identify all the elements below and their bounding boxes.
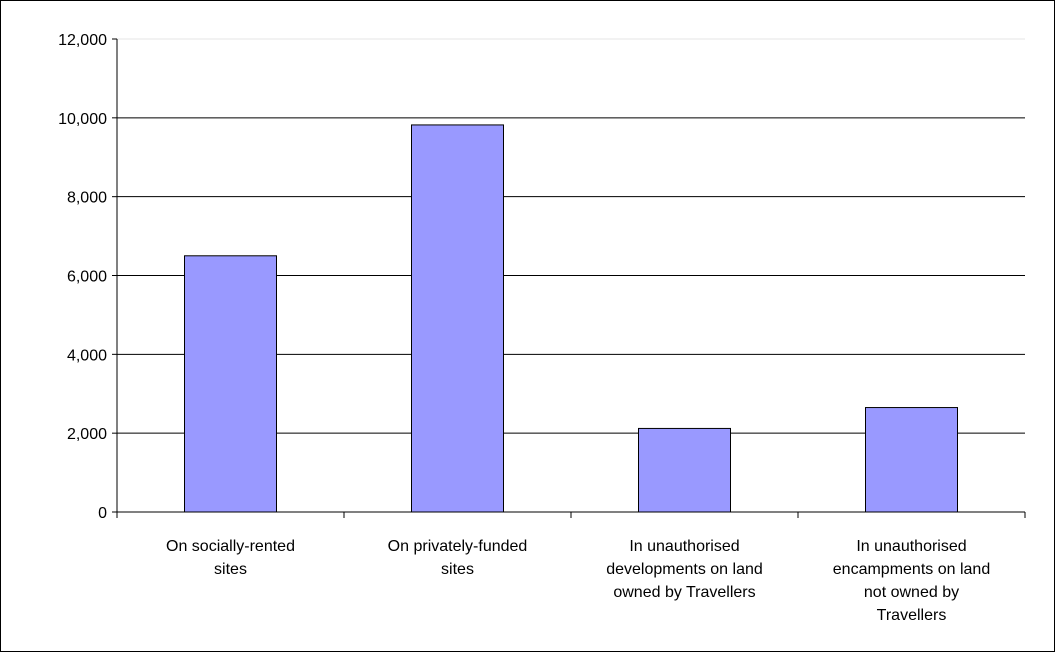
x-category-label: In unauthorised encampments on land not ow… (833, 538, 990, 624)
x-category-label-line: On socially-rented (166, 538, 295, 555)
x-category-label-line: sites (441, 561, 474, 578)
x-category-label: In unauthorised developments on land owned… (606, 538, 763, 601)
y-tick-label: 4,000 (67, 347, 107, 364)
y-tick-label: 12,000 (58, 32, 107, 49)
bar (638, 427, 731, 513)
bar (411, 124, 504, 513)
x-category-label-line: In unauthorised (856, 538, 966, 555)
y-tick-label: 2,000 (67, 426, 107, 443)
bars (184, 124, 958, 513)
x-category-label-line: owned by Travellers (613, 584, 755, 601)
x-category-label-line: sites (214, 561, 247, 578)
y-tick-labels: 0 2,000 4,000 6,000 8,000 10,000 12,000 (58, 32, 107, 522)
y-tick-label: 0 (98, 505, 107, 522)
y-tick-label: 6,000 (67, 269, 107, 286)
bar (865, 407, 958, 513)
x-category-label-line: encampments on land (833, 561, 990, 578)
x-category-label: On privately-funded sites (388, 538, 528, 578)
axes (112, 38, 1026, 518)
x-category-label-line: On privately-funded (388, 538, 528, 555)
y-tick-label: 10,000 (58, 111, 107, 128)
x-category-label-line: developments on land (606, 561, 763, 578)
y-tick-label: 8,000 (67, 190, 107, 207)
bar (184, 255, 277, 513)
x-category-label-line: not owned by (864, 584, 959, 601)
x-category-label-line: In unauthorised (629, 538, 739, 555)
x-category-label: On socially-rented sites (166, 538, 295, 578)
x-category-label-line: Travellers (877, 607, 947, 624)
